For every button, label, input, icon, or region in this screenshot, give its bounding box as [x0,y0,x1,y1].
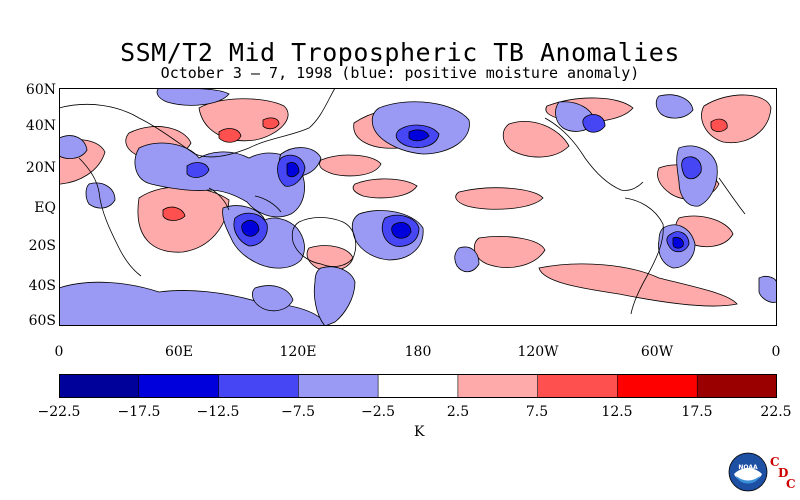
colorbar-swatch [298,374,379,398]
lat-label-40s: 40S [28,278,56,294]
colorbar-swatch [138,374,220,398]
colorbar-unit: K [414,424,425,440]
colorbar-swatch [377,374,459,398]
anomaly-map [59,88,777,326]
continent-outlines [59,88,746,315]
map-title: SSM/T2 Mid Tropospheric TB Anomalies [120,38,680,67]
strong-positive-anomaly-cores [186,114,702,253]
strongest-positive-anomaly-cores [241,129,684,249]
colorbar-tick-label: 12.5 [601,404,633,420]
colorbar-tick-label: −22.5 [37,404,81,420]
lat-label-60s: 60S [28,313,56,329]
negative-anomaly-regions [59,94,772,307]
colorbar-swatch [696,374,777,398]
map-subtitle: October 3 – 7, 1998 (blue: positive mois… [160,64,640,82]
colorbar-swatch [617,374,699,398]
colorbar-tick-label: 22.5 [760,404,792,420]
noaa-logo-text: NOAA [738,464,758,471]
colorbar-tick-label: 17.5 [681,404,713,420]
colorbar-tick-label: 2.5 [446,404,470,420]
cdc-letter-c2: C [786,477,796,491]
lat-label-20s: 20S [28,238,56,254]
cdc-letter-c: C [770,455,780,469]
lon-label-60e: 60E [164,344,194,360]
lat-label-60n: 60N [25,82,56,98]
colorbar-tick-label: −12.5 [196,404,240,420]
lon-label-0-left: 0 [54,344,64,360]
colorbar-tick-label: 7.5 [525,404,549,420]
lat-label-20n: 20N [25,160,56,176]
colorbar-swatch [537,374,619,398]
noaa-logo-icon: NOAA [728,452,768,492]
colorbar-swatch [457,374,539,398]
colorbar [59,374,777,398]
colorbar-swatch [59,374,140,398]
colorbar-tick-label: −7.5 [281,404,315,420]
lon-label-120w: 120W [517,344,559,360]
colorbar-swatch [218,374,300,398]
lon-label-120e: 120E [279,344,317,360]
cdc-letter-d: D [778,466,789,480]
lon-label-0-right: 0 [771,344,781,360]
lat-label-eq: EQ [34,200,56,216]
lat-label-40n: 40N [25,118,56,134]
colorbar-tick-label: −17.5 [117,404,161,420]
lon-label-180: 180 [404,344,432,360]
lon-label-60w: 60W [640,344,674,360]
colorbar-swatches [59,374,777,398]
colorbar-tick-label: −2.5 [361,404,395,420]
